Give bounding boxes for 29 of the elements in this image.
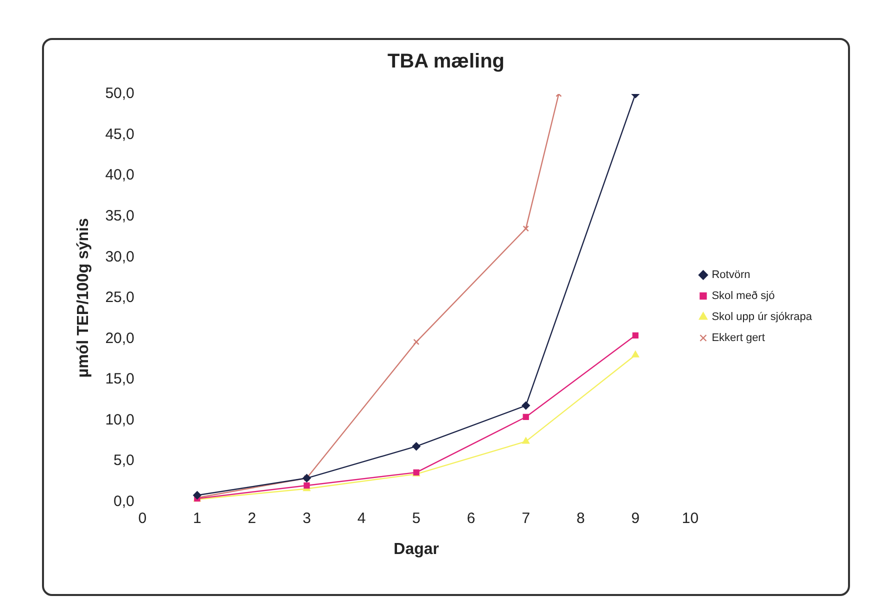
legend-label: Ekkert gert [712, 332, 765, 344]
x-tick-label: 3 [302, 510, 311, 527]
y-tick-label: 0,0 [114, 492, 134, 510]
legend-label: Skol upp úr sjókrapa [712, 311, 813, 324]
y-tick-label: 50,0 [105, 85, 134, 102]
y-axis-title: µmól TEP/100g sýnis [75, 218, 92, 378]
x-tick-label: 7 [522, 510, 530, 527]
y-tick-label: 10,0 [105, 411, 134, 428]
x-tick-label: 6 [466, 510, 476, 527]
x-tick-label: 4 [357, 510, 366, 527]
y-tick-label: 45,0 [105, 126, 134, 143]
x-tick-label: 5 [412, 510, 420, 527]
y-tick-label: 5,0 [114, 452, 134, 470]
x-axis-title: Dagar [394, 540, 439, 558]
x-tick-label: 1 [193, 510, 202, 527]
x-tick-label: 9 [631, 510, 640, 527]
y-tick-label: 35,0 [105, 207, 134, 224]
y-tick-label: 30,0 [105, 248, 134, 266]
y-tick-label: 40,0 [105, 166, 134, 184]
x-tick-label: 10 [682, 510, 699, 527]
chart-title: TBA mæling [387, 50, 505, 73]
x-tick-label: 2 [248, 510, 256, 527]
legend-label: Skol með sjó [712, 290, 775, 302]
y-tick-label: 20,0 [105, 330, 134, 347]
y-tick-label: 15,0 [105, 370, 134, 388]
y-tick-label: 25,0 [105, 289, 134, 306]
x-tick-label: 0 [138, 510, 147, 527]
x-tick-label: 8 [576, 510, 585, 527]
legend-label: Rotvörn [712, 269, 750, 282]
